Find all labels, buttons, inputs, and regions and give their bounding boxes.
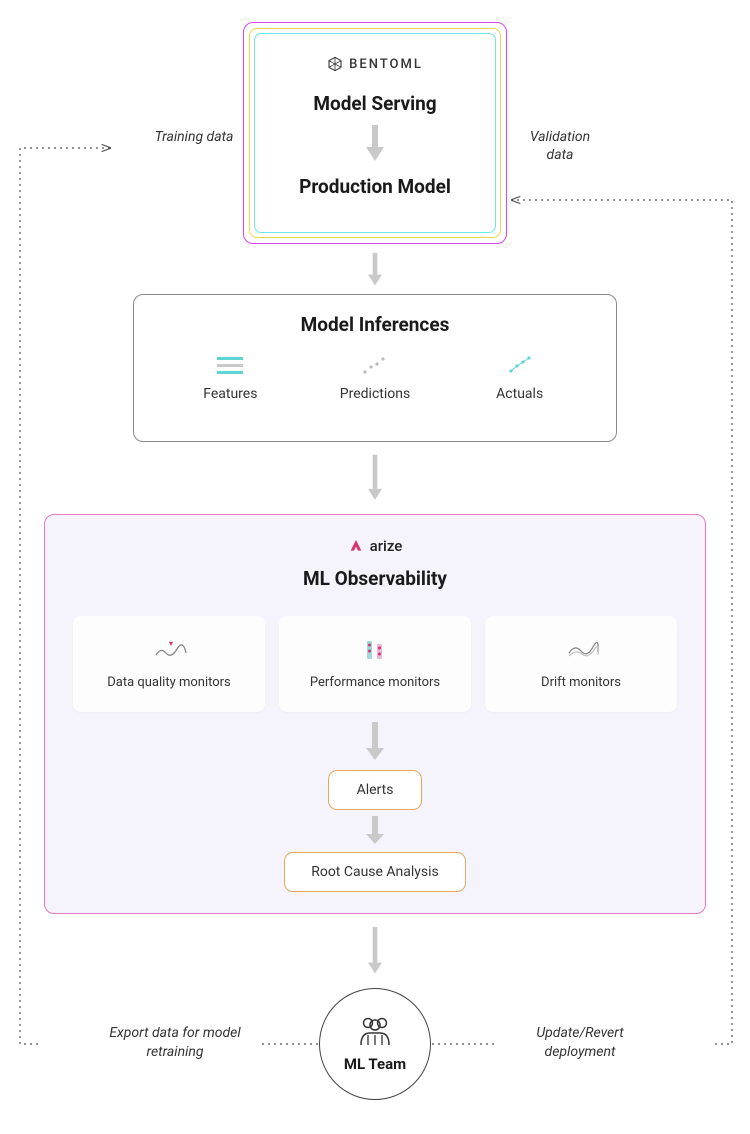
data-quality-label: Data quality monitors [107,675,231,690]
drift-icon [567,639,595,661]
alerts-label: Alerts [357,782,394,798]
bentoml-icon [327,56,343,72]
training-data-label: Training data [149,128,239,146]
model-inferences-box: Model Inferences Features [133,294,617,442]
bentoml-box: BENTOML Model Serving Production Model [243,22,507,244]
rca-pill: Root Cause Analysis [284,852,466,892]
team-icon [356,1015,394,1047]
actuals-label: Actuals [496,386,543,402]
predictions-icon [361,354,389,376]
performance-label: Performance monitors [310,675,440,690]
features-label: Features [203,386,257,402]
monitors-row: Data quality monitors Performance monito… [45,616,705,712]
export-data-label: Export data for model retraining [100,1024,250,1062]
alerts-pill: Alerts [328,770,422,810]
inference-item: Actuals [447,354,592,402]
data-quality-icon [155,639,183,661]
arrow-infer-to-arize [368,448,382,508]
ml-team-circle: ML Team [319,988,431,1100]
ml-team-label: ML Team [344,1055,406,1073]
production-model-title: Production Model [299,175,451,198]
inference-item: Features [158,354,303,402]
model-inferences-title: Model Inferences [134,313,616,336]
inferences-row: Features Predictions [134,354,616,402]
arize-icon [348,538,364,554]
inference-item: Predictions [303,354,448,402]
arrow-arize-to-team [368,920,382,982]
monitor-card: Performance monitors [279,616,471,712]
drift-label: Drift monitors [541,675,621,690]
predictions-label: Predictions [340,386,410,402]
monitor-card: Drift monitors [485,616,677,712]
arrow-bento-to-infer [368,248,382,292]
bentoml-border-inner: BENTOML Model Serving Production Model [254,33,496,233]
performance-icon [361,639,389,661]
arize-box: arize ML Observability Data quality moni… [44,514,706,914]
arize-logo: arize [45,537,705,555]
monitor-card: Data quality monitors [73,616,265,712]
arrow-monitors-to-alerts [45,722,705,762]
alerts-container: Alerts [45,770,705,810]
update-revert-label: Update/Revert deployment [505,1024,655,1062]
arrow-alerts-to-rca [45,816,705,846]
rca-container: Root Cause Analysis [45,852,705,892]
ml-observability-title: ML Observability [45,567,705,590]
actuals-icon [506,354,534,376]
rca-label: Root Cause Analysis [311,864,439,880]
model-serving-title: Model Serving [313,92,436,115]
bentoml-logo-text: BENTOML [349,57,423,72]
validation-data-label: Validation data [515,128,605,164]
arize-logo-text: arize [370,537,403,555]
features-icon [216,354,244,376]
bento-internal-arrow [366,125,384,167]
bentoml-logo: BENTOML [327,56,423,72]
